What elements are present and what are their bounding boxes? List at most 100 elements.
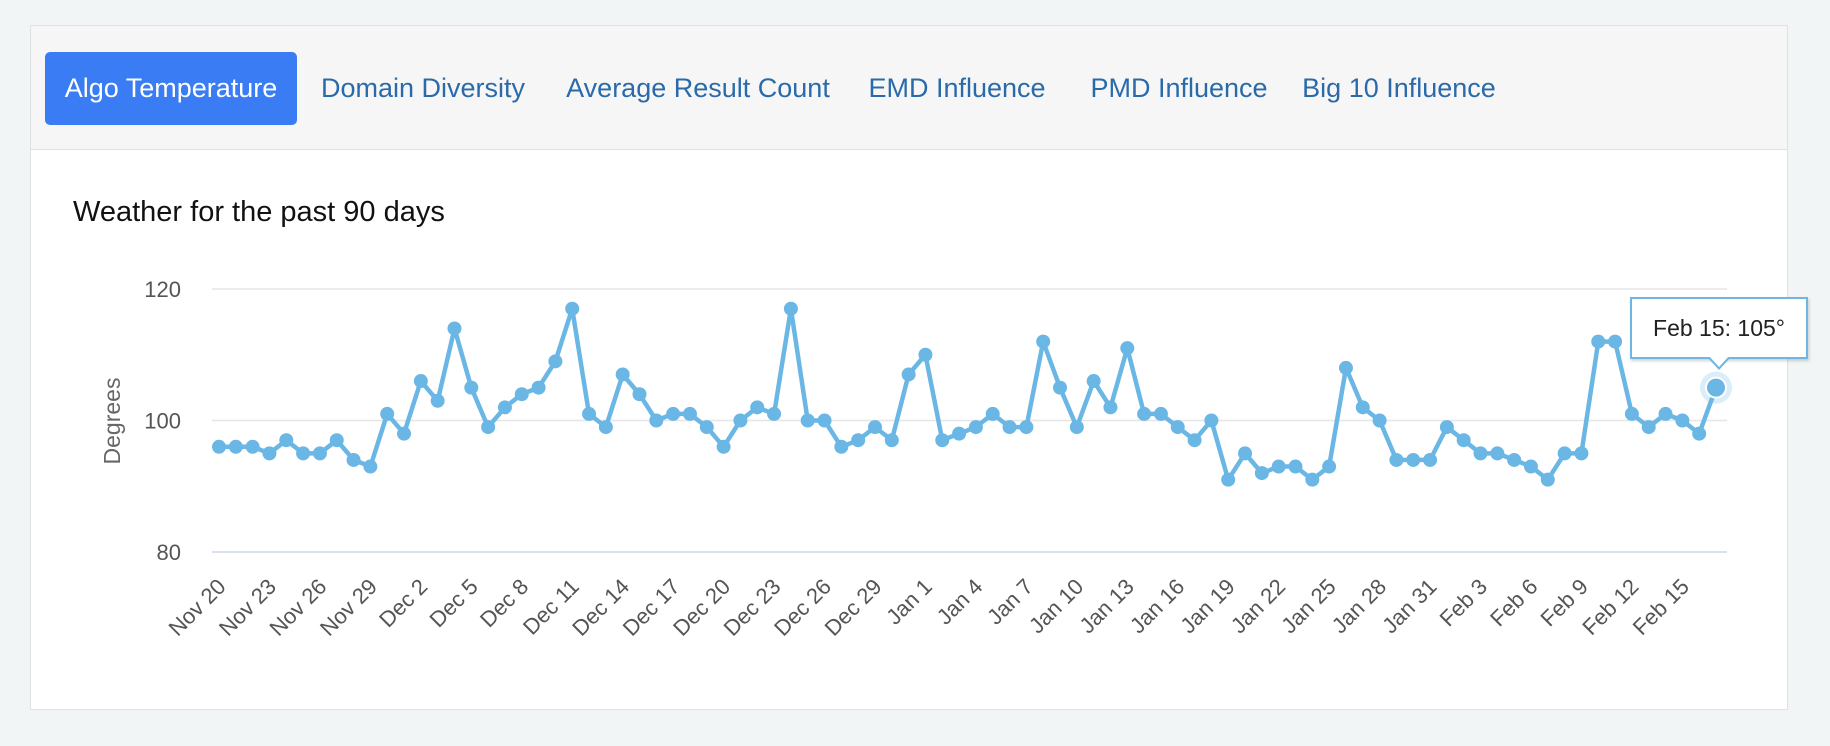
data-point xyxy=(1507,452,1522,467)
x-tick-label: Jan 22 xyxy=(1226,574,1290,638)
data-point xyxy=(884,433,899,448)
data-point xyxy=(1221,472,1236,487)
x-tick-label: Jan 25 xyxy=(1276,574,1340,638)
x-tick-label: Feb 15 xyxy=(1628,574,1694,640)
data-point xyxy=(1641,420,1656,435)
x-tick-label: Jan 19 xyxy=(1175,574,1239,638)
y-axis-label: Degrees xyxy=(99,378,125,465)
data-point xyxy=(1153,406,1168,421)
data-point xyxy=(968,420,983,435)
data-point xyxy=(312,446,327,461)
data-point xyxy=(1490,446,1505,461)
x-tick-label: Jan 4 xyxy=(932,574,988,630)
tab-big-10-influence[interactable]: Big 10 Influence xyxy=(1302,73,1496,103)
x-tick-label: Nov 29 xyxy=(315,574,382,641)
data-point xyxy=(666,406,681,421)
tab-emd-influence[interactable]: EMD Influence xyxy=(868,73,1046,103)
x-tick-label: Feb 6 xyxy=(1485,574,1542,631)
data-point xyxy=(1086,374,1101,389)
x-tick-label: Dec 2 xyxy=(374,574,432,632)
data-point xyxy=(1523,459,1538,474)
x-tick-label: Jan 31 xyxy=(1377,574,1441,638)
data-point xyxy=(1204,413,1219,428)
data-point xyxy=(598,420,613,435)
data-point xyxy=(632,387,647,402)
x-tick-label: Jan 13 xyxy=(1074,574,1138,638)
tab-bar: Algo Temperature Domain Diversity Averag… xyxy=(31,26,1787,150)
y-tick-label: 100 xyxy=(144,409,181,434)
tooltip-arrow-inner xyxy=(1709,356,1729,367)
data-point xyxy=(447,321,462,336)
data-point xyxy=(851,433,866,448)
data-point xyxy=(699,420,714,435)
data-point xyxy=(497,400,512,415)
tab-average-result-count[interactable]: Average Result Count xyxy=(566,73,830,103)
chart-title: Weather for the past 90 days xyxy=(73,196,445,228)
data-point xyxy=(1456,433,1471,448)
data-point xyxy=(279,433,294,448)
data-point xyxy=(1608,334,1623,349)
tab-pmd-influence[interactable]: PMD Influence xyxy=(1090,73,1268,103)
data-point xyxy=(1254,466,1269,481)
tab-domain-diversity[interactable]: Domain Diversity xyxy=(320,73,526,103)
data-point xyxy=(548,354,563,369)
data-point xyxy=(649,413,664,428)
data-point xyxy=(1557,446,1572,461)
data-point xyxy=(1624,406,1639,421)
x-tick-label: Dec 5 xyxy=(425,574,483,632)
data-point xyxy=(682,406,697,421)
chart-card: Algo Temperature Domain Diversity Averag… xyxy=(30,25,1788,710)
data-point xyxy=(615,367,630,382)
data-point xyxy=(514,387,529,402)
data-point xyxy=(380,406,395,421)
data-point xyxy=(1338,360,1353,375)
data-point xyxy=(867,420,882,435)
data-point xyxy=(1574,446,1589,461)
data-point xyxy=(262,446,277,461)
x-tick-label: Jan 16 xyxy=(1125,574,1189,638)
data-point xyxy=(952,426,967,441)
x-tick-label: Jan 10 xyxy=(1024,574,1088,638)
data-point xyxy=(1658,406,1673,421)
tab-algo-temperature[interactable]: Algo Temperature xyxy=(45,52,297,125)
data-point xyxy=(1540,472,1555,487)
tooltip: Feb 15: 105° xyxy=(1630,297,1808,359)
data-point xyxy=(834,439,849,454)
data-point xyxy=(901,367,916,382)
data-point xyxy=(413,374,428,389)
data-point xyxy=(1170,420,1185,435)
data-point xyxy=(750,400,765,415)
data-point xyxy=(397,426,412,441)
data-point xyxy=(245,439,260,454)
data-point xyxy=(1675,413,1690,428)
data-point xyxy=(1355,400,1370,415)
data-point xyxy=(346,452,361,467)
data-point xyxy=(582,406,597,421)
data-point xyxy=(228,439,243,454)
data-point xyxy=(1053,380,1068,395)
data-point xyxy=(1069,420,1084,435)
data-point xyxy=(531,380,546,395)
data-point xyxy=(1120,341,1135,356)
data-point xyxy=(1002,420,1017,435)
data-point xyxy=(1439,420,1454,435)
data-point xyxy=(1389,452,1404,467)
data-point xyxy=(1372,413,1387,428)
data-point xyxy=(1103,400,1118,415)
data-point xyxy=(716,439,731,454)
data-point xyxy=(1036,334,1051,349)
data-point xyxy=(1137,406,1152,421)
data-point xyxy=(1692,426,1707,441)
data-point xyxy=(1305,472,1320,487)
data-point xyxy=(1473,446,1488,461)
data-point xyxy=(733,413,748,428)
data-point xyxy=(1591,334,1606,349)
x-tick-label: Dec 29 xyxy=(820,574,887,641)
data-point xyxy=(1271,459,1286,474)
data-point xyxy=(985,406,1000,421)
x-tick-label: Feb 12 xyxy=(1577,574,1643,640)
data-point xyxy=(430,393,445,408)
data-point xyxy=(363,459,378,474)
data-point xyxy=(767,406,782,421)
